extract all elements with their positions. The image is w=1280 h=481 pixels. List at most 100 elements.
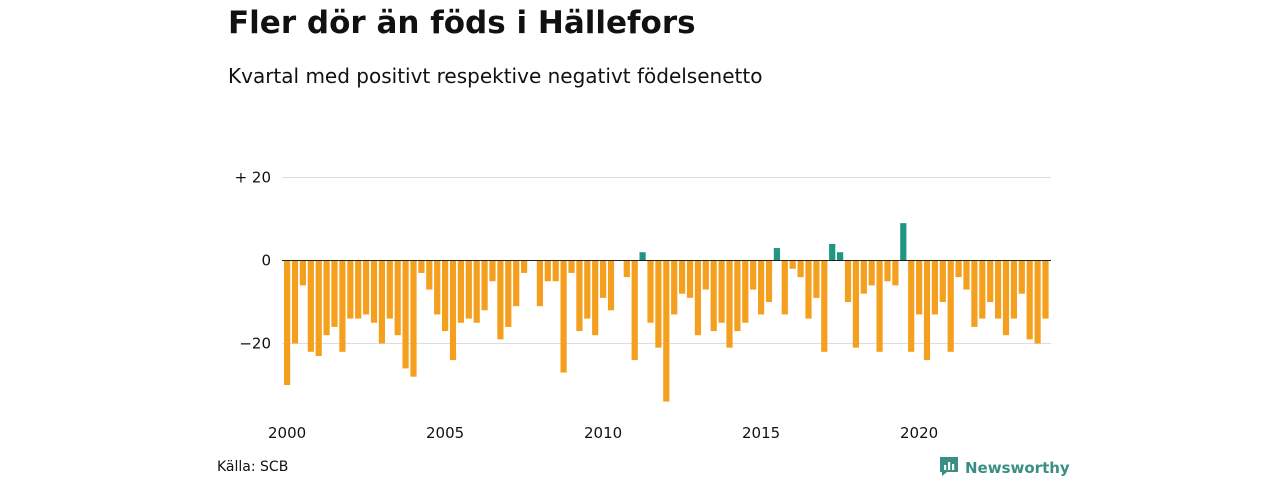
bar-negative	[299, 260, 306, 286]
bar-negative	[1010, 260, 1017, 319]
bar-negative	[908, 260, 915, 352]
bar-negative	[671, 260, 678, 315]
bar-negative	[947, 260, 954, 352]
chart-title: Fler dör än föds i Hällefors	[228, 5, 696, 41]
bar-negative	[394, 260, 401, 336]
bar-negative	[694, 260, 701, 336]
bar-negative	[892, 260, 899, 286]
x-tick-label: 2020	[900, 424, 938, 442]
chart-subtitle: Kvartal med positivt respektive negativt…	[228, 64, 763, 88]
bar-negative	[481, 260, 488, 311]
bar-negative	[410, 260, 417, 377]
bar-negative	[426, 260, 433, 290]
bar-negative	[568, 260, 575, 273]
bar-positive	[837, 252, 844, 261]
y-axis-ticks: + 20 0 −20	[235, 169, 271, 353]
bar-negative	[291, 260, 299, 344]
bar-negative	[655, 260, 662, 348]
bar-negative	[521, 260, 528, 273]
bar-negative	[386, 260, 393, 319]
bar-negative	[536, 260, 543, 307]
bar-negative	[860, 260, 867, 294]
bar-negative	[457, 260, 464, 323]
bar-negative	[852, 260, 859, 348]
newsworthy-logo[interactable]: Newsworthy	[938, 455, 1070, 481]
bar-negative	[284, 260, 291, 385]
bar-negative	[750, 260, 757, 290]
bar-negative	[955, 260, 962, 278]
bar-negative	[931, 260, 938, 315]
y-tick-label: −20	[239, 335, 271, 353]
bar-negative	[442, 260, 449, 332]
bar-negative	[765, 260, 773, 302]
bar-negative	[434, 260, 441, 315]
bar-negative	[497, 260, 504, 340]
bar-negative	[631, 260, 638, 361]
bar-negative	[813, 260, 820, 298]
bar-negative	[821, 260, 828, 352]
bar-negative	[742, 260, 749, 323]
bar-negative	[789, 260, 796, 269]
bar-negative	[378, 260, 385, 344]
bar-negative	[995, 260, 1002, 319]
bar-negative	[307, 260, 314, 352]
bar-negative	[1002, 260, 1010, 336]
bar-negative	[473, 260, 480, 323]
bar-negative	[315, 260, 322, 356]
bar-negative	[679, 260, 686, 294]
newsworthy-logo-icon	[938, 455, 960, 481]
bar-negative	[607, 260, 615, 311]
bar-positive	[829, 243, 836, 261]
bar-negative	[323, 260, 330, 336]
bar-negative	[758, 260, 765, 315]
bar-negative	[987, 260, 994, 302]
bar-negative	[923, 260, 931, 361]
y-tick-label: + 20	[235, 169, 271, 187]
bar-negative	[797, 260, 804, 278]
bar-negative	[402, 260, 409, 369]
bar-negative	[963, 260, 970, 290]
bar-negative	[979, 260, 986, 319]
source-note: Källa: SCB	[217, 459, 289, 475]
bar-negative	[726, 260, 733, 348]
x-axis-ticks: 2000 2005 2010 2015 2020	[268, 424, 938, 442]
bar-negative	[513, 260, 520, 307]
bar-negative	[1026, 260, 1033, 340]
bar-negative	[971, 260, 978, 327]
bar-negative	[939, 260, 946, 302]
x-tick-label: 2005	[426, 424, 464, 442]
bar-positive	[900, 223, 907, 261]
y-tick-label: 0	[261, 252, 271, 270]
bar-negative	[363, 260, 370, 315]
bar-negative	[734, 260, 741, 332]
bar-negative	[916, 260, 923, 315]
bar-positive	[639, 252, 646, 261]
x-tick-label: 2010	[584, 424, 622, 442]
bar-negative	[1034, 260, 1041, 344]
x-tick-label: 2000	[268, 424, 306, 442]
bar-negative	[884, 260, 891, 282]
bar-negative	[339, 260, 346, 352]
bar-negative	[718, 260, 725, 323]
bar-negative	[710, 260, 717, 332]
bar-negative	[418, 260, 425, 273]
x-tick-label: 2015	[742, 424, 780, 442]
bar-negative	[370, 260, 378, 323]
bars	[284, 223, 1049, 402]
bar-positive	[773, 248, 780, 261]
brand-name: Newsworthy	[965, 459, 1070, 477]
bar-negative	[505, 260, 512, 327]
bar-negative	[647, 260, 654, 323]
bar-negative	[584, 260, 591, 319]
bar-negative	[347, 260, 354, 319]
bar-negative	[576, 260, 583, 332]
bar-negative	[592, 260, 599, 336]
bar-negative	[805, 260, 812, 319]
bar-negative	[868, 260, 875, 286]
bar-negative	[663, 260, 670, 402]
bar-negative	[686, 260, 694, 298]
bar-negative	[600, 260, 607, 298]
bar-negative	[844, 260, 852, 302]
bar-negative	[781, 260, 788, 315]
